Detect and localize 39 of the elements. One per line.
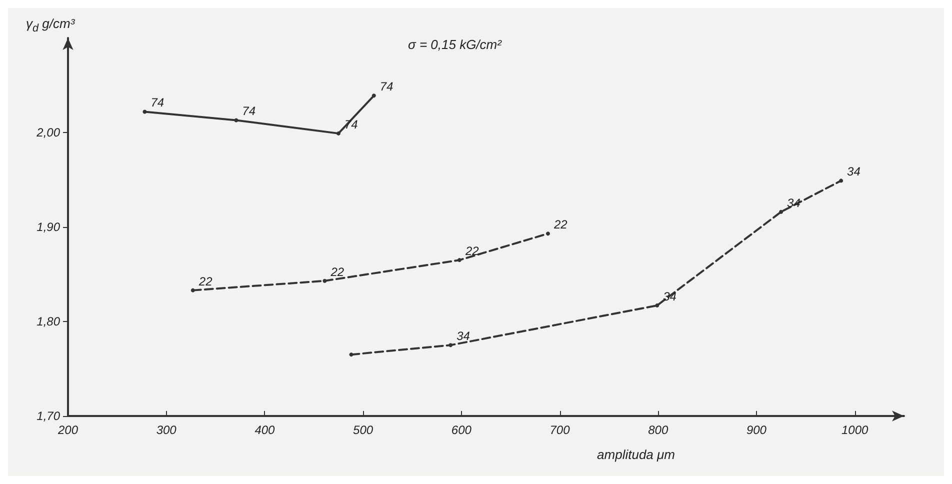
- point: [448, 343, 453, 348]
- x-tick-label: 1000: [841, 423, 868, 437]
- point: [779, 210, 784, 214]
- annotation: 74: [150, 96, 164, 110]
- y-tick-label: 1,80: [36, 314, 60, 328]
- point: [655, 303, 660, 308]
- annotation: 22: [198, 274, 213, 288]
- x-axis-title: amplituda μm: [597, 447, 676, 462]
- point: [839, 178, 844, 183]
- point: [457, 258, 462, 262]
- point: [234, 118, 238, 122]
- annotation: 74: [242, 104, 256, 118]
- point: [142, 110, 147, 114]
- y-tick-label: 2,00: [36, 126, 60, 140]
- point: [546, 232, 550, 236]
- point: [336, 131, 340, 136]
- x-tick-label: 500: [353, 423, 374, 437]
- annotation: 34: [847, 164, 861, 179]
- x-tick-label: 600: [451, 423, 472, 437]
- x-tick-label: 200: [56, 423, 78, 437]
- y-tick-label: 1,70: [36, 409, 60, 423]
- annotation: 22: [552, 218, 568, 232]
- x-tick-label: 300: [156, 423, 177, 437]
- annotation: 34: [456, 329, 470, 344]
- x-tick-label: 400: [254, 423, 276, 437]
- x-tick-label: 900: [746, 423, 767, 437]
- annotation: 22: [330, 264, 344, 279]
- x-tick-label: 800: [648, 423, 668, 437]
- annotation: σ = 0,15 kG/cm²: [408, 37, 502, 52]
- annotation: 22: [464, 244, 480, 258]
- point: [349, 352, 354, 357]
- y-tick-label: 1,90: [36, 220, 60, 234]
- point: [372, 94, 376, 98]
- y-axis-title: γ$_{d}$ g/cm³: [26, 16, 75, 35]
- point: [322, 278, 327, 283]
- annotation: 74: [344, 117, 358, 132]
- point: [190, 288, 195, 292]
- x-tick-label: 700: [550, 423, 570, 437]
- annotation: 74: [380, 80, 394, 94]
